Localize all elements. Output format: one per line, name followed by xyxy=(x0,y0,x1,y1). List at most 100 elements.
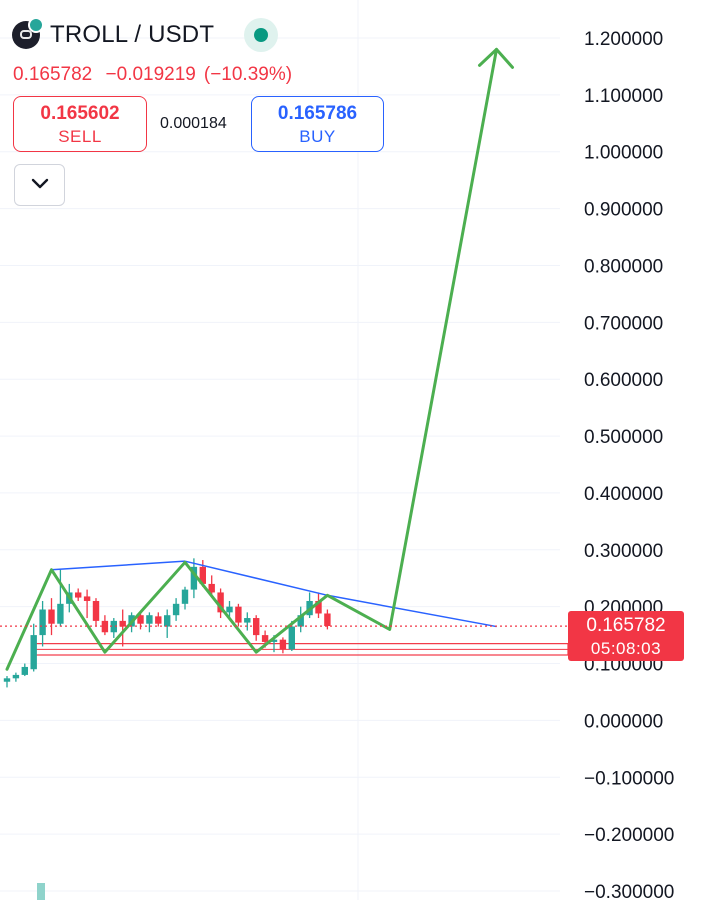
price-change-row: 0.165782 −0.019219 (−10.39%) xyxy=(13,64,300,86)
candle-body xyxy=(137,615,144,624)
candle-body xyxy=(110,620,117,633)
candle-body xyxy=(324,613,331,627)
y-tick-label: 1.200000 xyxy=(584,29,663,50)
bar-countdown: 05:08:03 xyxy=(590,639,662,658)
y-tick-label: 0.000000 xyxy=(584,711,663,732)
candle-body xyxy=(92,600,100,621)
candle-body xyxy=(21,666,28,675)
candle-body xyxy=(235,606,242,623)
candle xyxy=(101,615,109,636)
candle xyxy=(39,600,46,647)
candle xyxy=(279,637,287,654)
y-tick-label: 0.300000 xyxy=(584,541,663,562)
candle-body xyxy=(101,620,109,633)
candle xyxy=(199,560,206,587)
candle-body xyxy=(172,603,180,616)
buy-label: BUY xyxy=(299,127,336,146)
candle-body xyxy=(181,589,189,604)
price-change: −0.019219 xyxy=(105,64,196,85)
candle xyxy=(217,588,224,619)
trendline-drawing xyxy=(51,560,497,628)
y-tick-label: 0.800000 xyxy=(584,256,663,277)
candle-body xyxy=(217,592,224,613)
collapse-toggle-button[interactable] xyxy=(14,164,65,206)
candle xyxy=(181,586,189,610)
candle-body xyxy=(261,635,269,642)
candle xyxy=(172,598,180,621)
market-open-dot-icon xyxy=(244,18,279,52)
y-tick-label: −0.200000 xyxy=(584,825,674,846)
trend-line xyxy=(184,560,497,628)
candle xyxy=(83,589,91,619)
candle xyxy=(21,663,28,677)
y-tick-label: 0.500000 xyxy=(584,427,663,448)
candle xyxy=(226,600,233,619)
symbol-header: TROLL / USDT xyxy=(12,17,279,52)
spread-value: 0.000184 xyxy=(160,115,227,132)
candle-body xyxy=(315,600,322,614)
candle-body xyxy=(288,626,295,650)
candle xyxy=(244,612,251,631)
volume-bar xyxy=(37,883,45,900)
candle xyxy=(57,569,64,627)
last-price: 0.165782 xyxy=(13,64,93,85)
candle-body xyxy=(164,615,171,627)
chevron-down-icon xyxy=(31,178,49,189)
price-axis[interactable]: 1.200000 1.100000 1.000000 0.900000 0.800000… xyxy=(584,29,674,900)
candle xyxy=(208,575,215,596)
candle xyxy=(164,609,171,638)
last-price-tag-value: 0.165782 xyxy=(586,615,666,636)
sell-button[interactable]: 0.165602 SELL xyxy=(13,96,147,152)
candle-body xyxy=(39,609,46,636)
candle-body xyxy=(199,566,206,584)
candle xyxy=(30,623,37,672)
y-tick-label: 0.900000 xyxy=(584,200,663,221)
buy-button[interactable]: 0.165786 BUY xyxy=(251,96,384,152)
candle-body xyxy=(297,615,304,627)
candle-body xyxy=(3,678,11,682)
candle-body xyxy=(155,616,162,624)
candle xyxy=(110,618,117,638)
candle xyxy=(235,603,242,627)
y-tick-label: −0.300000 xyxy=(584,882,674,900)
y-tick-label: 0.400000 xyxy=(584,484,663,505)
price-change-percent: (−10.39%) xyxy=(203,64,293,85)
y-tick-label: 0.600000 xyxy=(584,370,663,391)
candle-body xyxy=(57,603,64,624)
candle-body xyxy=(226,606,233,613)
candle-body xyxy=(75,592,82,598)
candle xyxy=(146,612,153,633)
candle xyxy=(315,592,322,619)
candlestick-series xyxy=(3,558,331,688)
troll-logo-icon xyxy=(12,17,44,49)
candle-body xyxy=(270,639,278,642)
y-tick-label: 1.100000 xyxy=(584,86,663,107)
exchange-badge-icon xyxy=(28,17,44,33)
candle xyxy=(190,558,198,599)
candle-body xyxy=(12,674,20,679)
candle-body xyxy=(48,609,55,624)
y-tick-label: −0.100000 xyxy=(584,768,674,789)
candle xyxy=(75,588,82,601)
candle-body xyxy=(244,618,251,623)
candle-body xyxy=(190,566,198,590)
candle xyxy=(92,598,100,627)
last-price-tag: 0.165782 05:08:03 xyxy=(568,611,684,661)
symbol-title[interactable]: TROLL / USDT xyxy=(50,21,215,48)
y-tick-label: 0.700000 xyxy=(584,313,663,334)
candle-body xyxy=(83,596,91,601)
candle-body xyxy=(146,615,153,624)
sell-price: 0.165602 xyxy=(40,103,120,124)
candle xyxy=(306,592,313,619)
sell-label: SELL xyxy=(58,127,102,146)
arrow-head xyxy=(478,47,514,69)
pattern-drawing xyxy=(5,47,514,671)
candle xyxy=(155,612,162,627)
candle xyxy=(253,615,260,641)
candle xyxy=(3,676,11,688)
candle-body xyxy=(279,639,287,650)
candle xyxy=(297,606,304,633)
candle xyxy=(324,609,331,630)
candle xyxy=(119,609,126,647)
